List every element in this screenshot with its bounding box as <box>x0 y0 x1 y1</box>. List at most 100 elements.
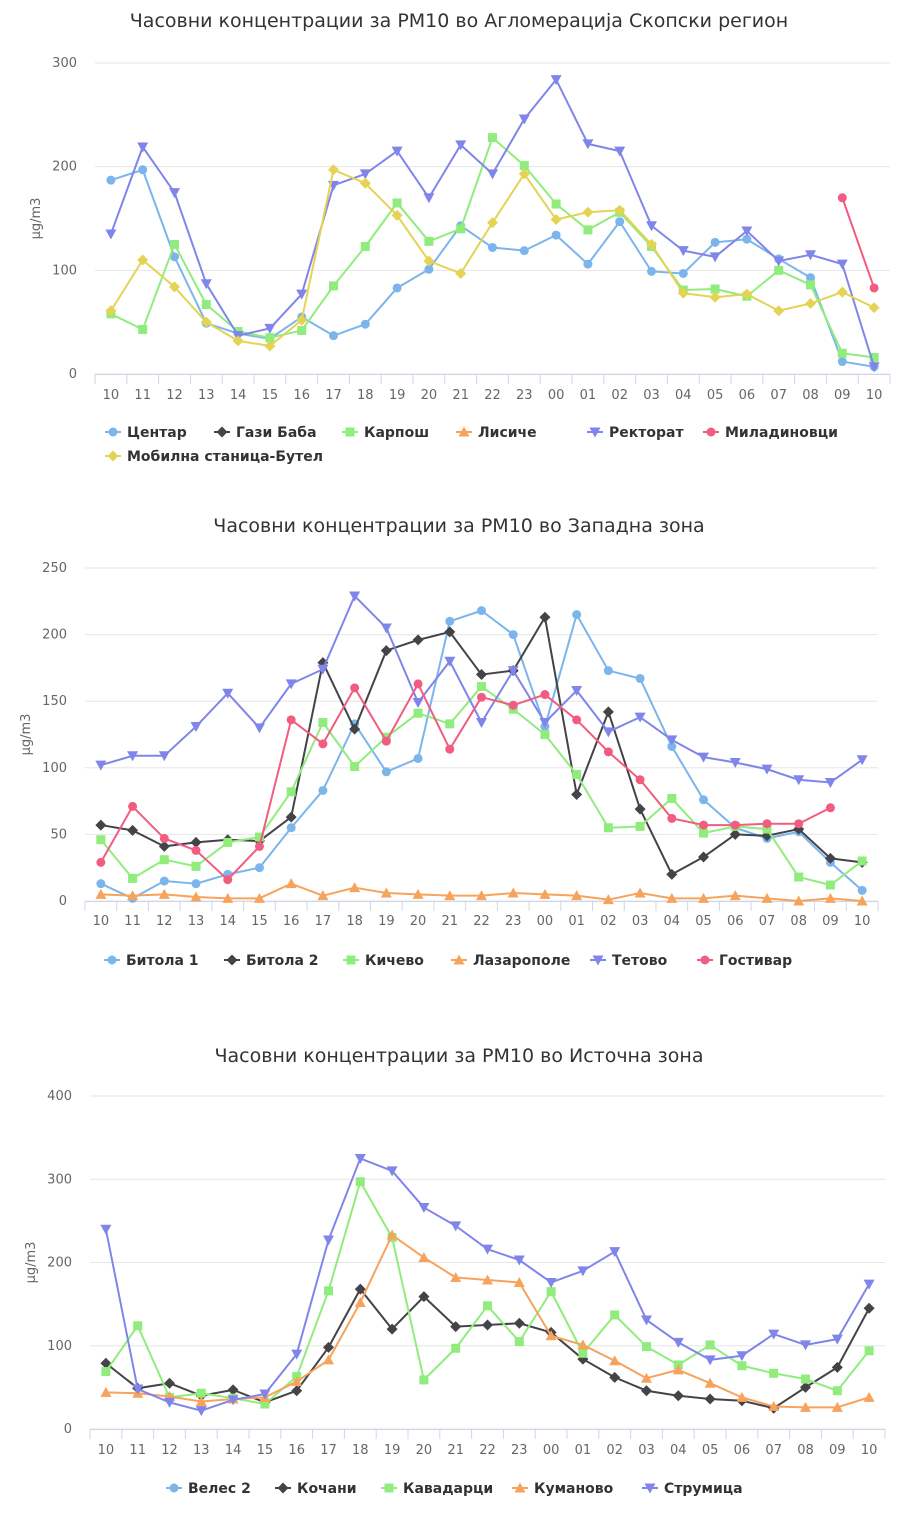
data-point[interactable] <box>476 669 487 681</box>
data-point[interactable] <box>418 1203 430 1214</box>
data-point[interactable] <box>769 1368 779 1378</box>
data-point[interactable] <box>138 165 148 175</box>
data-point[interactable] <box>672 1390 684 1402</box>
data-point[interactable] <box>260 1399 270 1409</box>
data-point[interactable] <box>602 894 614 905</box>
data-point[interactable] <box>482 1319 493 1331</box>
data-point[interactable] <box>127 751 139 762</box>
data-point[interactable] <box>507 887 519 898</box>
data-point[interactable] <box>445 616 455 626</box>
data-point[interactable] <box>128 873 138 883</box>
legend-marker[interactable] <box>277 1482 289 1494</box>
legend-marker[interactable] <box>514 1482 526 1493</box>
data-point[interactable] <box>329 281 338 291</box>
data-point[interactable] <box>768 1401 780 1412</box>
data-point[interactable] <box>603 666 613 676</box>
data-point[interactable] <box>391 146 403 157</box>
data-point[interactable] <box>137 254 149 266</box>
data-point[interactable] <box>634 803 646 815</box>
legend-marker[interactable] <box>644 1483 656 1494</box>
data-point[interactable] <box>477 692 486 702</box>
data-point[interactable] <box>386 1166 398 1177</box>
data-point[interactable] <box>483 1301 492 1311</box>
legend-marker[interactable] <box>107 450 119 462</box>
data-point[interactable] <box>456 224 466 234</box>
legend-marker[interactable] <box>107 955 117 965</box>
data-point[interactable] <box>741 226 753 237</box>
data-point[interactable] <box>223 875 233 885</box>
data-point[interactable] <box>546 1287 556 1297</box>
data-point[interactable] <box>602 706 614 718</box>
data-point[interactable] <box>729 757 741 768</box>
data-point[interactable] <box>539 611 551 623</box>
data-point[interactable] <box>323 1354 334 1365</box>
data-point[interactable] <box>729 828 741 840</box>
legend-marker[interactable] <box>346 955 356 965</box>
data-point[interactable] <box>869 352 879 362</box>
data-point[interactable] <box>413 708 423 718</box>
data-point[interactable] <box>413 753 423 763</box>
data-point[interactable] <box>805 250 816 261</box>
data-point[interactable] <box>519 161 529 171</box>
data-point[interactable] <box>836 286 848 298</box>
data-point[interactable] <box>705 1340 715 1350</box>
data-point[interactable] <box>138 324 148 334</box>
data-point[interactable] <box>227 1395 239 1406</box>
data-point[interactable] <box>488 243 497 253</box>
data-point[interactable] <box>359 169 371 180</box>
data-point[interactable] <box>642 1342 651 1352</box>
legend-item[interactable]: Карпош <box>342 425 429 441</box>
data-point[interactable] <box>159 876 169 886</box>
data-point[interactable] <box>96 857 106 867</box>
data-point[interactable] <box>169 281 180 293</box>
data-point[interactable] <box>698 752 710 763</box>
data-point[interactable] <box>354 1296 366 1307</box>
data-point[interactable] <box>647 266 656 276</box>
data-point[interactable] <box>418 1291 430 1303</box>
data-point[interactable] <box>672 1337 684 1348</box>
data-point[interactable] <box>360 319 370 329</box>
data-point[interactable] <box>318 718 328 728</box>
data-point[interactable] <box>105 305 117 317</box>
data-point[interactable] <box>863 1302 875 1314</box>
data-point[interactable] <box>863 1279 875 1290</box>
data-point[interactable] <box>610 1310 620 1320</box>
data-point[interactable] <box>710 284 720 294</box>
data-point[interactable] <box>545 1330 557 1341</box>
data-point[interactable] <box>615 217 625 227</box>
data-point[interactable] <box>736 1391 748 1402</box>
data-point[interactable] <box>572 715 582 725</box>
data-point[interactable] <box>513 1317 525 1329</box>
legend-item[interactable]: Гостивар <box>697 953 792 969</box>
data-point[interactable] <box>137 142 149 153</box>
data-point[interactable] <box>444 656 456 667</box>
legend-item[interactable]: Кичево <box>343 953 424 969</box>
data-point[interactable] <box>730 820 740 830</box>
data-point[interactable] <box>476 890 487 901</box>
data-point[interactable] <box>201 300 211 310</box>
data-point[interactable] <box>704 1355 716 1366</box>
data-point[interactable] <box>317 890 329 901</box>
data-point[interactable] <box>191 845 201 855</box>
data-point[interactable] <box>105 229 117 240</box>
data-point[interactable] <box>710 237 720 247</box>
data-point[interactable] <box>349 882 361 893</box>
data-point[interactable] <box>329 331 338 341</box>
data-point[interactable] <box>699 795 709 805</box>
data-point[interactable] <box>768 1329 780 1340</box>
data-point[interactable] <box>445 719 455 729</box>
data-point[interactable] <box>412 698 424 709</box>
data-point[interactable] <box>736 1351 748 1362</box>
data-point[interactable] <box>96 835 106 845</box>
data-point[interactable] <box>800 1381 811 1393</box>
data-point[interactable] <box>869 283 879 293</box>
data-point[interactable] <box>200 279 212 290</box>
data-point[interactable] <box>863 1391 875 1402</box>
data-point[interactable] <box>317 657 329 669</box>
data-point[interactable] <box>285 878 297 889</box>
data-point[interactable] <box>793 775 805 786</box>
data-point[interactable] <box>572 610 582 620</box>
data-point[interactable] <box>222 688 234 699</box>
data-point[interactable] <box>450 1271 462 1282</box>
data-point[interactable] <box>577 1339 589 1350</box>
